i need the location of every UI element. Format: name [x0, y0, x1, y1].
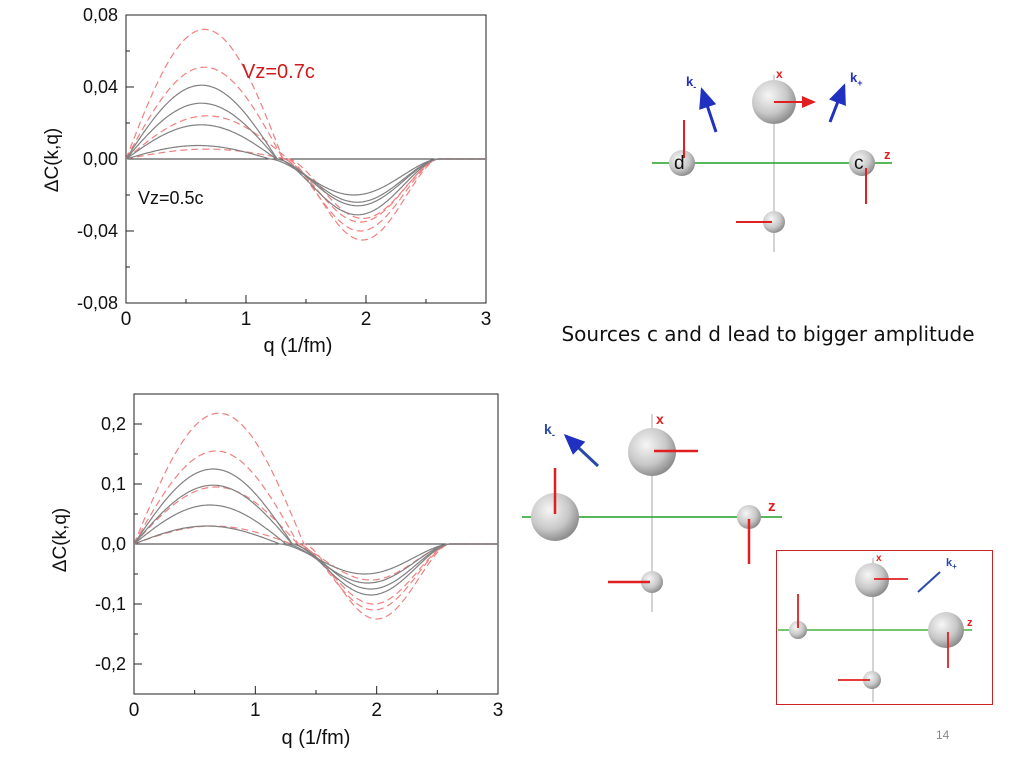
bottom-source-sphere: [763, 211, 785, 233]
k-plus-arrow: [917, 571, 941, 593]
x-axis-label: q (1/fm): [264, 335, 333, 357]
k-minus-label: k-: [686, 74, 696, 92]
y-tick-label: -0,1: [95, 594, 126, 614]
data-series-line: [134, 504, 498, 584]
z-axis-text: z: [967, 617, 973, 629]
x-axis-text: x: [776, 67, 783, 81]
left-source-sphere: [531, 493, 579, 541]
x-tick-label: 2: [371, 700, 382, 721]
k-plus-arrow: [828, 83, 846, 123]
x-tick-label: 3: [493, 700, 504, 721]
y-tick-label: -0,2: [95, 654, 126, 674]
x-tick-label: 0: [121, 309, 132, 330]
z-axis-text: z: [768, 498, 776, 515]
k-plus-label: k+: [946, 557, 957, 571]
y-tick-label: -0,04: [77, 221, 118, 241]
data-series-line: [134, 468, 498, 596]
data-series-line: [134, 484, 498, 590]
data-series-line: [126, 115, 486, 219]
k-minus-label: k-: [544, 421, 555, 441]
k-minus-arrow: [699, 87, 718, 133]
x-tick-label: 1: [241, 309, 252, 330]
inset-source-diagram: x z k+: [776, 550, 993, 705]
data-series-line: [134, 525, 498, 581]
source-d-sphere: [669, 150, 695, 176]
k-minus-arrow: [563, 433, 600, 468]
left-source-sphere: [789, 621, 807, 639]
right-source-sphere: [928, 612, 964, 648]
bottom-source-sphere: [863, 671, 881, 689]
data-series-line: [126, 84, 486, 216]
x-axis-text: x: [656, 411, 664, 427]
data-series-line: [134, 486, 498, 605]
source-c-sphere: [849, 150, 875, 176]
x-tick-label: 1: [250, 700, 261, 721]
page-number: 14: [936, 728, 950, 742]
x-tick-label: 2: [361, 309, 372, 330]
top-source-sphere: [855, 563, 889, 597]
x-tick-label: 3: [481, 309, 492, 330]
y-tick-label: 0,08: [83, 5, 118, 25]
y-tick-label: -0,08: [77, 293, 118, 313]
y-tick-label: 0,0: [101, 534, 126, 554]
y-tick-label: 0,1: [101, 474, 126, 494]
x-axis-text: x: [876, 553, 882, 564]
source-d-label: d: [674, 153, 685, 174]
data-series-line: [134, 450, 498, 611]
top-source-diagram: k- k+ x z d c: [652, 67, 892, 252]
source-c-label: c: [854, 153, 864, 174]
bottom-source-diagram: k- x z: [522, 411, 782, 612]
top-chart: -0,08 -0,04 0,00 0,04 0,08 0 1 2 3 q (1/fm) ΔC(…: [42, 5, 492, 357]
data-series-line: [134, 525, 498, 575]
x-axis-label: q (1/fm): [282, 727, 351, 749]
z-axis-text: z: [884, 147, 891, 162]
right-source-sphere: [737, 505, 761, 529]
y-tick-label: 0,00: [83, 149, 118, 169]
y-axis-label: ΔC(k,q): [50, 508, 71, 572]
k-plus-label: k+: [850, 70, 863, 88]
y-tick-label: 0,04: [83, 77, 118, 97]
bottom-source-sphere: [641, 571, 663, 593]
y-tick-label: 0,2: [101, 414, 126, 434]
y-axis-label: ΔC(k,q): [42, 128, 63, 192]
data-series-line: [134, 412, 498, 620]
top-source-sphere: [628, 428, 676, 476]
caption-text: Sources c and d lead to bigger amplitude: [561, 322, 975, 346]
annotation-vz-05c: Vz=0.5c: [138, 188, 204, 208]
annotation-vz-07c: Vz=0.7c: [242, 61, 315, 83]
x-tick-label: 0: [129, 700, 140, 721]
data-series-line: [126, 144, 486, 196]
bottom-chart: -0,2 -0,1 0,0 0,1 0,2 0 1 2 3 q (1/fm) ΔC(k,q): [50, 393, 504, 749]
